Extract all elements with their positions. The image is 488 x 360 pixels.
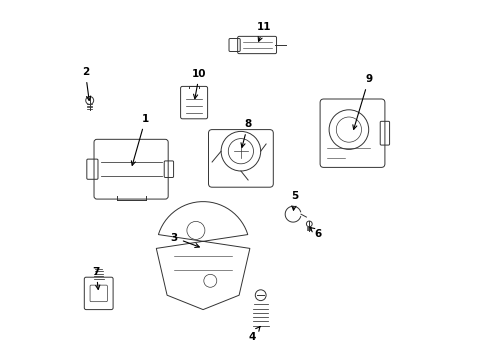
Text: 2: 2 [81,67,90,100]
Text: 1: 1 [131,114,149,165]
Text: 4: 4 [247,327,260,342]
Text: 5: 5 [291,191,298,210]
Text: 11: 11 [257,22,271,41]
Text: 6: 6 [309,227,321,239]
Text: 7: 7 [92,267,100,289]
Text: 3: 3 [170,233,199,247]
Text: 9: 9 [352,74,371,129]
Text: 8: 8 [241,119,251,147]
Text: 10: 10 [192,69,206,99]
